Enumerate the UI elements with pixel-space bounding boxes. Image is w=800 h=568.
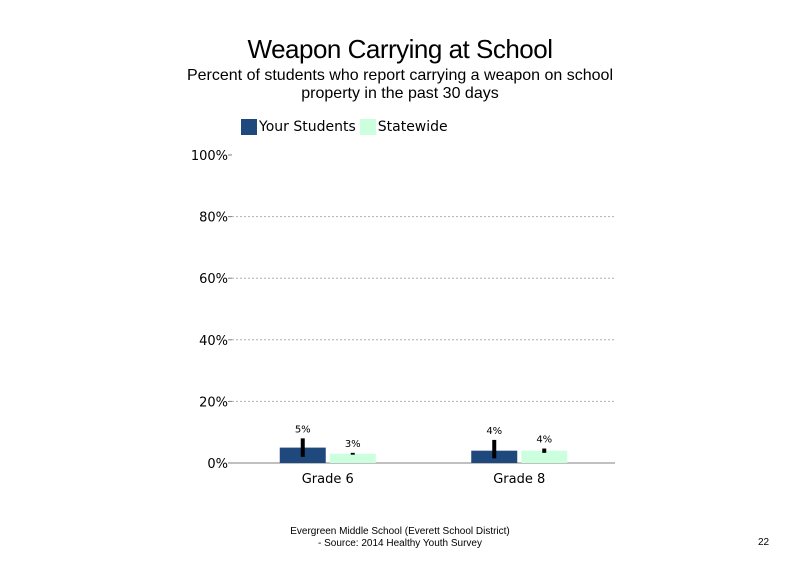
footer-source: - Source: 2014 Healthy Youth Survey xyxy=(318,538,482,549)
legend-label-statewide: Statewide xyxy=(377,119,448,135)
y-tick-label: 80% xyxy=(199,211,228,226)
chart-title: Weapon Carrying at School xyxy=(247,34,553,64)
legend-swatch-statewide xyxy=(359,119,376,135)
y-tick-label: 0% xyxy=(207,457,228,472)
chart-subtitle: Percent of students who report carrying … xyxy=(186,67,614,102)
data-label: 4% xyxy=(536,435,552,446)
footer: Evergreen Middle School (Everett School … xyxy=(250,526,550,550)
legend-swatch-your-students xyxy=(241,119,257,135)
legend: Your Students Statewide xyxy=(241,119,452,135)
legend-item-your-students: Your Students xyxy=(241,119,356,135)
legend-item-statewide: Statewide xyxy=(359,119,448,135)
data-label: 3% xyxy=(345,439,361,450)
y-tick-label: 60% xyxy=(199,272,228,287)
page-number: 22 xyxy=(758,537,770,548)
legend-label-your-students: Your Students xyxy=(259,119,356,135)
bar-statewide xyxy=(521,450,568,463)
footer-school: Evergreen Middle School (Everett School … xyxy=(290,526,510,537)
data-label: 4% xyxy=(486,426,502,437)
bar-statewide xyxy=(329,453,376,463)
x-tick-label: Grade 8 xyxy=(493,472,545,487)
y-tick-label: 100% xyxy=(191,149,228,164)
x-tick-label: Grade 6 xyxy=(302,472,354,487)
y-tick-label: 40% xyxy=(199,334,228,349)
y-tick-label: 20% xyxy=(199,395,228,410)
data-label: 5% xyxy=(295,424,311,435)
